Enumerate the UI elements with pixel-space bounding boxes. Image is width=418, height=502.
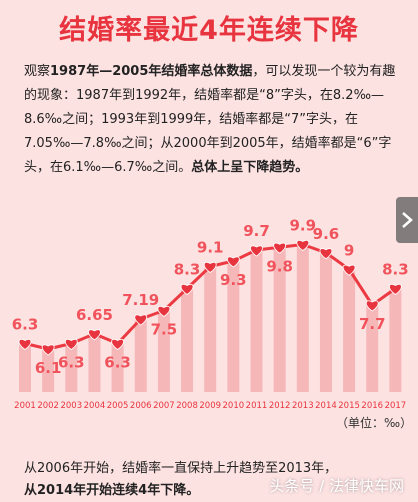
- chart-bar-2015: [343, 269, 356, 392]
- bottom-text: 从2006年开始，结婚率一直保持上升趋势至2013年， 从2014年开始连续4年…: [24, 458, 404, 502]
- page-title: 结婚率最近4年连续下降: [59, 15, 359, 46]
- x-tick-label: 2007: [153, 401, 175, 411]
- x-tick-label: 2013: [292, 401, 314, 411]
- chart-bar-2004: [88, 333, 101, 392]
- chart-bar-2001: [19, 343, 31, 392]
- heart-icon: [41, 344, 55, 356]
- heart-icon: [111, 338, 124, 350]
- data-label-2011: 9.7: [243, 222, 270, 240]
- bottom-line-1: 从2006年开始，结婚率一直保持上升趋势至2013年，: [24, 461, 338, 476]
- next-arrow-tab[interactable]: [396, 197, 418, 243]
- chart-bar-2006: [134, 319, 147, 392]
- data-label-2012: 9.8: [266, 257, 293, 275]
- heart-icon: [226, 256, 240, 268]
- heart-icon: [88, 329, 101, 341]
- heart-icon: [342, 264, 356, 276]
- chart-bar-2002: [42, 349, 55, 392]
- heart-icon: [389, 283, 402, 295]
- data-label-2008: 8.3: [174, 261, 201, 279]
- x-tick-label: 2003: [60, 401, 82, 411]
- heart-icon: [273, 242, 287, 254]
- x-tick-label: 2016: [361, 401, 383, 411]
- heart-icon: [64, 338, 78, 350]
- data-label-2016: 7.7: [359, 315, 386, 333]
- chart-bar-2010: [227, 261, 240, 392]
- intro-highlight: 1987年—2005年结婚率总体数据: [50, 64, 253, 79]
- chart-bar-2012: [273, 247, 286, 392]
- x-tick-label: 2012: [269, 401, 291, 411]
- x-tick-label: 2014: [315, 401, 337, 411]
- chart-bar-2008: [181, 288, 194, 392]
- chart-bar-2017: [389, 288, 402, 392]
- heart-icon: [18, 338, 32, 350]
- chart-bar-2003: [65, 343, 78, 392]
- intro-lead: 观察: [24, 64, 51, 79]
- heart-icon: [157, 305, 171, 317]
- data-label-2017: 8.3: [382, 261, 409, 279]
- x-tick-label: 2008: [176, 401, 198, 411]
- x-tick-label: 2001: [14, 401, 36, 411]
- x-tick-label: 2011: [246, 401, 268, 411]
- chart-bar-2013: [296, 244, 309, 392]
- data-label-2007: 7.5: [151, 321, 178, 339]
- heart-icon: [134, 314, 148, 326]
- intro-conclusion: 总体上呈下降趋势。: [191, 160, 309, 175]
- intro-paragraph: 观察1987年—2005年结婚率总体数据，可以发现一个较为有趣的现象：1987年…: [24, 60, 402, 180]
- data-label-2001: 6.3: [12, 316, 39, 334]
- heart-icon: [203, 261, 217, 273]
- chart-bar-2009: [204, 266, 217, 392]
- data-label-2015: 9: [344, 241, 354, 259]
- chart-bar-2011: [250, 250, 263, 392]
- heart-icon: [250, 245, 263, 257]
- heart-icon: [296, 239, 310, 251]
- marriage-rate-chart: 6.36.16.36.656.37.197.58.39.19.39.79.89.…: [12, 217, 409, 412]
- x-tick-label: 2005: [107, 401, 129, 411]
- x-tick-label: 2004: [84, 401, 106, 411]
- watermark: 头条号 / 法律快车网: [269, 477, 404, 495]
- data-label-2009: 9.1: [197, 239, 224, 257]
- chart-bar-2005: [111, 343, 124, 392]
- heart-icon: [319, 248, 333, 260]
- x-tick-label: 2002: [37, 401, 59, 411]
- chart-bar-2007: [157, 310, 170, 392]
- bottom-line-2: 从2014年开始连续4年下降。: [24, 483, 200, 498]
- x-tick-label: 2015: [338, 401, 360, 411]
- x-tick-label: 2010: [223, 401, 245, 411]
- data-label-2005: 6.3: [104, 354, 131, 372]
- chart-bar-2016: [366, 305, 379, 392]
- chevron-right-icon: [402, 212, 413, 228]
- unit-label: （单位：‰）: [336, 416, 413, 430]
- data-label-2014: 9.6: [313, 225, 340, 243]
- heart-icon: [365, 300, 379, 312]
- intro-body: ，可以发现一个较为有趣的现象：1987年到1992年，结婚率都是“8”字头，在8…: [24, 64, 396, 175]
- data-label-2013: 9.9: [290, 217, 317, 235]
- data-label-2002: 6.1: [35, 359, 62, 377]
- x-tick-label: 2017: [385, 401, 407, 411]
- data-label-2006: 7.19: [122, 291, 159, 309]
- data-label-2004: 6.65: [76, 306, 113, 324]
- x-tick-label: 2006: [130, 401, 152, 411]
- heart-icon: [180, 283, 194, 295]
- x-tick-label: 2009: [199, 401, 221, 411]
- data-label-2003: 6.3: [58, 354, 85, 372]
- chart-bar-2014: [319, 252, 332, 392]
- data-label-2010: 9.3: [220, 271, 247, 289]
